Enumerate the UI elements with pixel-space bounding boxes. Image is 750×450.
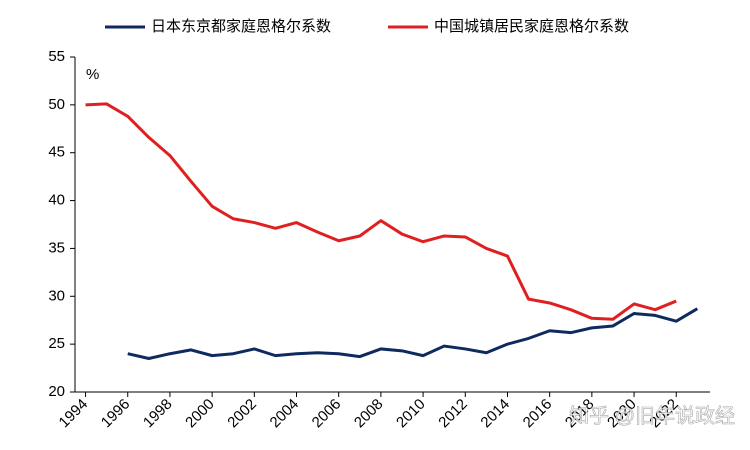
- x-tick-label: 1996: [98, 396, 134, 432]
- x-tick-label: 2010: [393, 396, 429, 432]
- y-tick-label: 35: [48, 239, 65, 256]
- legend-label: 中国城镇居民家庭恩格尔系数: [434, 18, 629, 35]
- watermark: 知乎 @旧年说政经: [569, 404, 735, 427]
- x-tick-label: 1998: [140, 396, 176, 432]
- series-line: [127, 307, 699, 360]
- y-tick-label: 55: [48, 48, 65, 65]
- y-tick-label: 25: [48, 335, 65, 352]
- y-tick-label: 50: [48, 96, 65, 113]
- x-tick-label: 2006: [309, 396, 345, 432]
- legend-label: 日本东京都家庭恩格尔系数: [151, 18, 331, 35]
- x-tick-label: 1994: [56, 396, 92, 432]
- x-tick-label: 2000: [182, 396, 218, 432]
- x-tick-label: 2014: [477, 396, 513, 432]
- x-tick-label: 2016: [520, 396, 556, 432]
- y-tick-label: 20: [48, 383, 65, 400]
- y-tick-label: 30: [48, 287, 65, 304]
- y-tick-label: 45: [48, 144, 65, 161]
- x-tick-label: 2008: [351, 396, 387, 432]
- x-tick-label: 2004: [267, 396, 303, 432]
- x-tick-label: 2012: [435, 396, 471, 432]
- y-tick-label: 40: [48, 192, 65, 209]
- series-line: [85, 102, 677, 321]
- x-tick-label: 2002: [224, 396, 260, 432]
- y-unit: %: [86, 66, 99, 83]
